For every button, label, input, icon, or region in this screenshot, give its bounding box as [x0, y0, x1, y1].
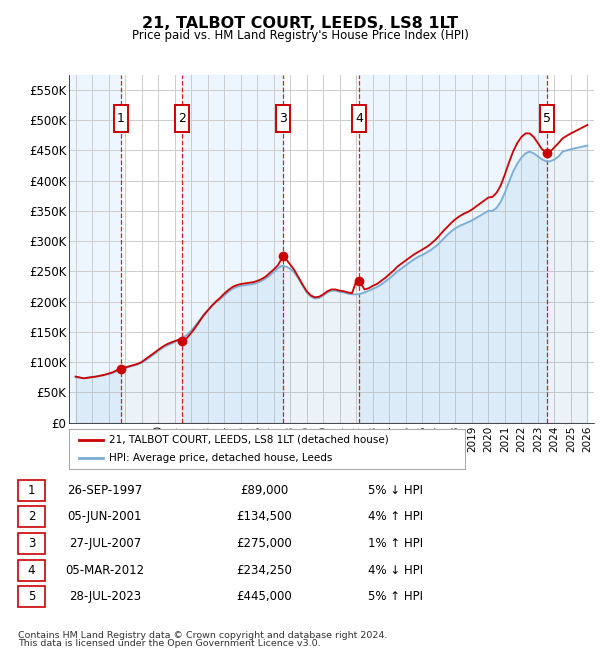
Text: 4% ↑ HPI: 4% ↑ HPI — [368, 510, 424, 523]
Text: 4: 4 — [28, 564, 35, 577]
Text: £275,000: £275,000 — [236, 537, 292, 550]
Text: 05-MAR-2012: 05-MAR-2012 — [65, 564, 145, 577]
FancyBboxPatch shape — [175, 105, 188, 131]
Text: 05-JUN-2001: 05-JUN-2001 — [68, 510, 142, 523]
Bar — [69, 75, 121, 422]
Text: 4: 4 — [355, 112, 363, 125]
Text: 3: 3 — [28, 537, 35, 550]
Text: 21, TALBOT COURT, LEEDS, LS8 1LT: 21, TALBOT COURT, LEEDS, LS8 1LT — [142, 16, 458, 31]
Text: 5% ↑ HPI: 5% ↑ HPI — [368, 590, 424, 603]
Text: £234,250: £234,250 — [236, 564, 292, 577]
Text: 3: 3 — [279, 112, 287, 125]
Text: £445,000: £445,000 — [236, 590, 292, 603]
Text: 5: 5 — [28, 590, 35, 603]
Text: 5% ↓ HPI: 5% ↓ HPI — [368, 484, 424, 497]
Text: £89,000: £89,000 — [240, 484, 288, 497]
Bar — [182, 75, 283, 422]
Text: 2: 2 — [28, 510, 35, 523]
Text: 26-SEP-1997: 26-SEP-1997 — [67, 484, 143, 497]
Text: 28-JUL-2023: 28-JUL-2023 — [69, 590, 141, 603]
Bar — [359, 75, 547, 422]
Text: 1: 1 — [117, 112, 125, 125]
Text: 2: 2 — [178, 112, 185, 125]
Text: 5: 5 — [543, 112, 551, 125]
FancyBboxPatch shape — [541, 105, 554, 131]
Text: 1: 1 — [28, 484, 35, 497]
Text: HPI: Average price, detached house, Leeds: HPI: Average price, detached house, Leed… — [109, 454, 332, 463]
Text: Contains HM Land Registry data © Crown copyright and database right 2024.: Contains HM Land Registry data © Crown c… — [18, 631, 388, 640]
Text: Price paid vs. HM Land Registry's House Price Index (HPI): Price paid vs. HM Land Registry's House … — [131, 29, 469, 42]
Text: 21, TALBOT COURT, LEEDS, LS8 1LT (detached house): 21, TALBOT COURT, LEEDS, LS8 1LT (detach… — [109, 435, 388, 445]
Text: £134,500: £134,500 — [236, 510, 292, 523]
FancyBboxPatch shape — [352, 105, 366, 131]
Text: 27-JUL-2007: 27-JUL-2007 — [69, 537, 141, 550]
Text: 1% ↑ HPI: 1% ↑ HPI — [368, 537, 424, 550]
Text: 4% ↓ HPI: 4% ↓ HPI — [368, 564, 424, 577]
FancyBboxPatch shape — [114, 105, 128, 131]
Text: This data is licensed under the Open Government Licence v3.0.: This data is licensed under the Open Gov… — [18, 639, 320, 648]
FancyBboxPatch shape — [276, 105, 290, 131]
